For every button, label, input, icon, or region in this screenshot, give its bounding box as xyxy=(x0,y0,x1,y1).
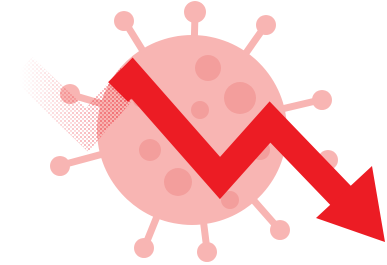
illustration xyxy=(0,0,387,265)
